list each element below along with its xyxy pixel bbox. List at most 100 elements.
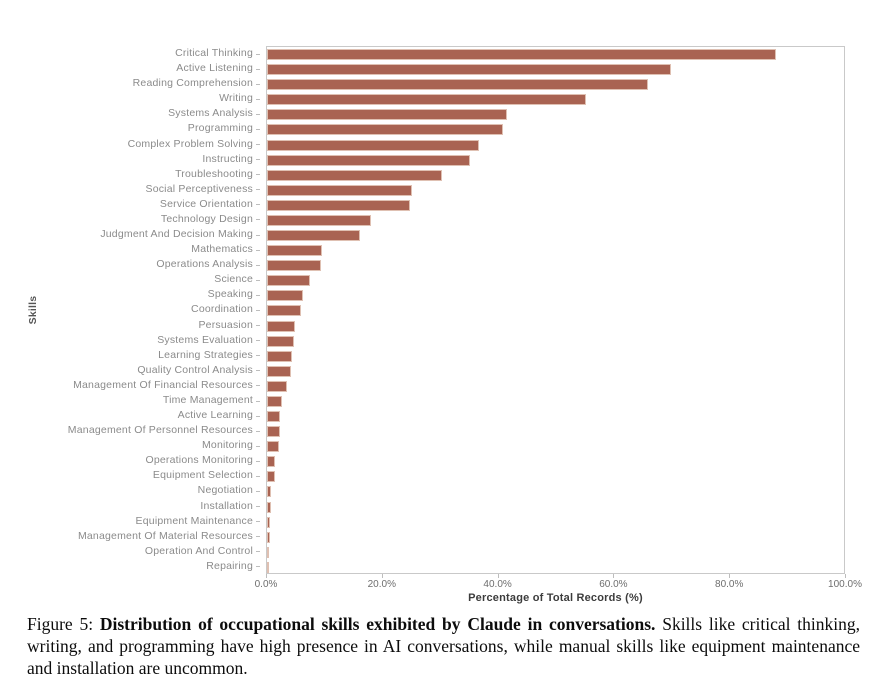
bar-negotiation: [267, 486, 272, 498]
bar-systems-analysis: [267, 109, 508, 121]
bar-row: [267, 288, 844, 303]
bar-row: [267, 424, 844, 439]
bar-row: [267, 469, 844, 484]
y-tick-mark: [256, 506, 260, 508]
bar-row: [267, 454, 844, 469]
bar-row: [267, 364, 844, 379]
x-tick-label: 20.0%: [367, 579, 396, 590]
category-label: Judgment And Decision Making: [100, 228, 253, 241]
bar-science: [267, 275, 310, 287]
x-tick-mark: [381, 574, 383, 578]
bar-row: [267, 560, 844, 575]
x-tick-label: 100.0%: [828, 579, 862, 590]
y-tick-mark: [256, 400, 260, 402]
y-tick-mark: [256, 536, 260, 538]
y-tick-mark: [256, 279, 260, 281]
bar-management-of-personnel-resources: [267, 426, 280, 438]
y-tick-mark: [256, 264, 260, 266]
caption-bold-title: Distribution of occupational skills exhi…: [99, 614, 656, 634]
x-tick-label: 0.0%: [254, 579, 278, 590]
bar-writing: [267, 94, 586, 106]
skills-bar-chart: Skills Critical Thinking Active Listening…: [0, 46, 862, 604]
y-tick-mark: [256, 340, 260, 342]
bar-row: [267, 303, 844, 318]
bar-equipment-selection: [267, 471, 275, 483]
bar-row: [267, 243, 844, 258]
bar-row: [267, 258, 844, 273]
bar-repairing: [267, 561, 269, 573]
category-label: Active Learning: [177, 409, 253, 422]
bar-monitoring: [267, 441, 280, 453]
bar-row: [267, 530, 844, 545]
y-tick-mark: [256, 551, 260, 553]
bar-row: [267, 62, 844, 77]
category-label: Systems Evaluation: [157, 333, 253, 346]
bar-mathematics: [267, 245, 323, 257]
category-label: Coordination: [191, 303, 253, 316]
bar-management-of-financial-resources: [267, 380, 288, 392]
x-tick-label: 40.0%: [483, 579, 512, 590]
category-label: Management Of Material Resources: [77, 529, 253, 542]
category-label: Troubleshooting: [175, 167, 253, 180]
category-label: Speaking: [207, 288, 253, 301]
category-label: Mathematics: [191, 243, 253, 256]
category-label: Operations Analysis: [156, 258, 253, 271]
bar-social-perceptiveness: [267, 184, 413, 196]
bar-programming: [267, 124, 503, 136]
y-tick-mark: [256, 113, 260, 115]
x-tick-mark: [729, 574, 731, 578]
plot-area: [266, 46, 845, 574]
x-tick-label: 80.0%: [715, 579, 744, 590]
category-label: Operation And Control: [144, 544, 253, 557]
bar-row: [267, 500, 844, 515]
category-label: Repairing: [206, 559, 253, 572]
y-tick-mark: [256, 566, 260, 568]
bar-row: [267, 515, 844, 530]
y-tick-mark: [256, 415, 260, 417]
category-label: Management Of Personnel Resources: [67, 424, 253, 437]
category-axis-labels: Critical Thinking Active Listening Reading…: [0, 46, 260, 574]
figure-caption: Figure 5: Distribution of occupational s…: [27, 613, 860, 679]
category-label: Social Perceptiveness: [145, 182, 253, 195]
y-tick-mark: [256, 294, 260, 296]
bar-row: [267, 183, 844, 198]
bar-row: [267, 213, 844, 228]
caption-body-text: Skills like critical thinking, writing, …: [27, 614, 860, 678]
x-tick-mark: [497, 574, 499, 578]
bar-row: [267, 77, 844, 92]
y-tick-mark: [256, 325, 260, 327]
category-label: Systems Analysis: [168, 107, 253, 120]
category-label: Persuasion: [198, 318, 253, 331]
bar-row: [267, 334, 844, 349]
bar-complex-problem-solving: [267, 139, 480, 151]
category-label: Programming: [187, 122, 253, 135]
bar-operations-analysis: [267, 260, 321, 272]
y-tick-mark: [256, 128, 260, 130]
caption-figure-label: Figure 5:: [27, 614, 100, 634]
bar-row: [267, 379, 844, 394]
bar-row: [267, 138, 844, 153]
bar-quality-control-analysis: [267, 365, 291, 377]
bar-row: [267, 92, 844, 107]
y-tick-mark: [256, 98, 260, 100]
bar-time-management: [267, 395, 282, 407]
category-label: Active Listening: [176, 62, 253, 75]
x-tick-mark: [845, 574, 846, 578]
bar-systems-evaluation: [267, 335, 295, 347]
y-tick-mark: [256, 249, 260, 251]
x-axis-ticks: 0.0% 20.0% 40.0% 60.0% 80.0% 100.0%: [255, 574, 862, 592]
bar-judgment-and-decision-making: [267, 230, 361, 242]
bar-instructing: [267, 154, 471, 166]
bar-installation: [267, 501, 272, 513]
bar-coordination: [267, 305, 302, 317]
category-label: Science: [214, 273, 253, 286]
y-tick-mark: [256, 460, 260, 462]
category-label: Operations Monitoring: [145, 454, 253, 467]
x-tick-mark: [613, 574, 615, 578]
category-label: Installation: [200, 499, 253, 512]
y-tick-mark: [256, 445, 260, 447]
category-label: Complex Problem Solving: [127, 137, 253, 150]
bar-row: [267, 349, 844, 364]
bar-row: [267, 319, 844, 334]
